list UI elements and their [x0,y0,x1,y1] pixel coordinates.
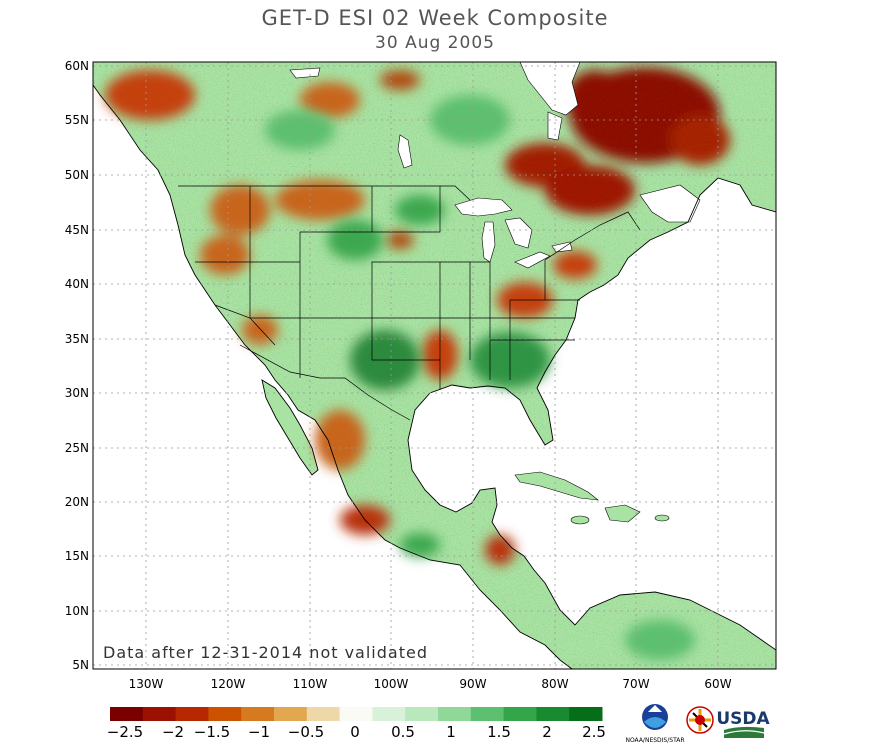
usda-logo: USDA [716,709,770,738]
lake-erie [514,251,551,269]
colorbar-swatch [405,707,439,721]
colorbar-swatch [569,707,603,721]
lat-label: 15N [65,549,89,563]
gulf-st-lawrence [639,184,701,223]
colorbar-swatch [142,707,177,721]
colorbar-label: −2 [162,723,184,741]
jamaica [570,515,590,525]
lat-label: 50N [65,168,89,182]
colorbar-swatch [503,707,537,721]
lake-winnipeg [397,134,413,169]
colorbar-swatch [438,707,472,721]
lat-label: 45N [65,223,89,237]
colorbar-label: −1 [248,723,270,741]
graticule [93,62,776,669]
longitude-labels: 130W 120W 110W 100W 90W 80W 70W 60W [129,677,732,691]
lon-label: 80W [541,677,568,691]
lat-label: 10N [65,604,89,618]
colorbar-swatch [339,707,373,721]
colorbar-label: 1.5 [487,723,511,741]
umd-seal [686,706,714,734]
water-bodies [289,62,701,269]
colorbar-label: 2.5 [582,723,606,741]
political-boundaries [178,185,641,421]
colorbar-label: 1 [446,723,456,741]
us-mexico-border [239,344,411,421]
cuba [514,471,599,501]
colorbar-swatch [241,707,275,721]
lat-label: 5N [72,658,89,672]
lon-label: 110W [293,677,328,691]
colorbar-label: 2 [542,723,552,741]
usda-wordmark: USDA [716,709,770,729]
puerto-rico [654,514,670,522]
lon-label: 60W [704,677,731,691]
colorbar-swatch [208,707,242,721]
lon-label: 90W [459,677,486,691]
map-frame [92,61,777,670]
colorbar-labels: −2.5 −2 −1.5 −1 −0.5 0 0.5 1 1.5 2 2.5 [107,723,606,741]
james-bay [547,111,563,141]
lat-label: 55N [65,113,89,127]
validation-note: Data after 12-31-2014 not validated [103,643,428,662]
colorbar-label: 0 [350,723,360,741]
lat-label: 35N [65,332,89,346]
baja-coast [261,379,319,476]
lat-label: 25N [65,441,89,455]
map-area [93,62,776,669]
colorbar [110,707,603,721]
dryness-texture [93,62,776,669]
colorbar-label: 0.5 [391,723,415,741]
noaa-caption: NOAA/NESDIS/STAR [625,737,684,744]
colorbar-label: −1.5 [194,723,230,741]
noaa-logo: NOAA/NESDIS/STAR [625,704,685,744]
map-title: GET-D ESI 02 Week Composite [261,6,609,30]
colorbar-swatch [110,707,144,721]
lon-label: 100W [374,677,409,691]
colorbar-swatch [372,707,406,721]
lat-label: 40N [65,277,89,291]
colorbar-swatch [306,707,341,721]
baja-california [262,380,318,475]
lon-label: 130W [129,677,164,691]
hispaniola [604,504,641,523]
state-lines [195,186,580,390]
lake-huron [504,217,533,249]
latitude-labels: 60N 55N 50N 45N 40N 35N 30N 25N 20N 15N … [65,59,89,672]
lat-label: 20N [65,495,89,509]
lake-superior [454,197,513,217]
coastline [93,84,776,669]
colorbar-label: −2.5 [107,723,143,741]
colorbar-swatch [470,707,505,721]
us-canada-border [178,185,641,261]
colorbar-swatch [536,707,570,721]
lat-label: 60N [65,59,89,73]
colorbar-label: −0.5 [288,723,324,741]
lon-label: 70W [622,677,649,691]
hudson-bay [519,62,581,116]
colorbar-swatch [274,707,308,721]
map-date: 30 Aug 2005 [375,33,495,53]
colorbar-swatch [175,707,209,721]
caribbean-islands [514,471,670,525]
lon-label: 120W [211,677,246,691]
lat-label: 30N [65,386,89,400]
